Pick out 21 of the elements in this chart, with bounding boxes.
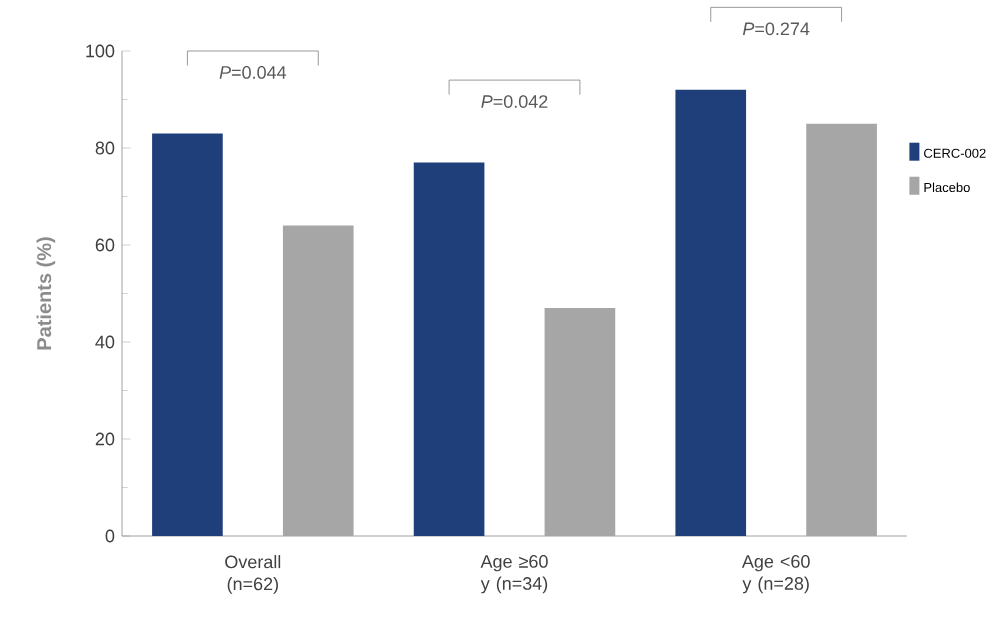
- legend-label: Placebo: [924, 182, 970, 193]
- bar: [544, 308, 616, 536]
- y-tick-label: 0: [105, 529, 115, 543]
- x-tick-label: Age ≥60 y (n=34): [480, 555, 548, 594]
- annotation: P=0.044: [219, 66, 287, 79]
- bar: [413, 162, 485, 536]
- y-tick-label: 80: [95, 141, 115, 155]
- legend-label: CERC-002: [924, 148, 986, 158]
- bar: [675, 89, 747, 536]
- bar: [806, 123, 877, 536]
- text: P=0.274: [742, 22, 810, 36]
- annotation: P=0.042: [481, 95, 548, 108]
- bar: [282, 225, 354, 536]
- y-tick-label: 40: [95, 335, 115, 349]
- y-tick-label: 60: [95, 238, 115, 252]
- y-tick-label: 20: [95, 432, 115, 446]
- x-tick-label: Age <60 y (n=28): [741, 555, 810, 594]
- bar: [152, 133, 223, 536]
- x-tick-label: Overall (n=62): [225, 555, 281, 594]
- y-tick-label: 100: [86, 44, 115, 58]
- y-axis-title: Patients (%): [36, 237, 56, 350]
